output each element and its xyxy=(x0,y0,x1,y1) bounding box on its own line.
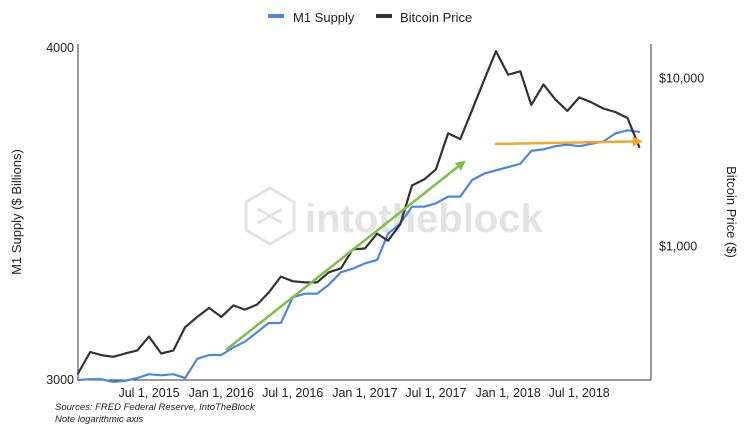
x-tick-label-jul-1-2016: Jul 1, 2016 xyxy=(262,386,323,400)
legend-item-bitcoin-price: Bitcoin Price xyxy=(376,10,472,25)
legend-item-m1-supply: M1 Supply xyxy=(268,10,355,25)
x-tick-label-jul-1-2018: Jul 1, 2018 xyxy=(549,386,610,400)
x-tick-label-jul-1-2017: Jul 1, 2017 xyxy=(405,386,466,400)
trend-arrow-head xyxy=(632,136,643,147)
x-tick-label-jan-1-2016: Jan 1, 2016 xyxy=(189,386,254,400)
sources-note: Sources: FRED Federal Reserve, IntoTheBl… xyxy=(55,402,256,413)
watermark: intotheblock xyxy=(244,186,544,246)
log-axis-note: Note logarithmic axis xyxy=(55,414,143,425)
legend: M1 Supply Bitcoin Price xyxy=(268,10,472,25)
trend-arrow-head xyxy=(454,160,466,171)
x-tick-label-jul-1-2015: Jul 1, 2015 xyxy=(118,386,179,400)
x-tick-label-jan-1-2017: Jan 1, 2017 xyxy=(332,386,397,400)
y-left-axis-label: M1 Supply ($ Billions) xyxy=(9,149,24,275)
watermark-logo-icon xyxy=(244,186,296,246)
trend-arrow-shaft xyxy=(494,140,635,146)
series-line-bitcoin-price xyxy=(76,50,641,375)
y-right-tick-label-1-000: $1,000 xyxy=(659,239,697,253)
y-right-axis-label: Bitcoin Price ($) xyxy=(724,166,739,258)
legend-swatch-m1-supply xyxy=(268,14,284,18)
legend-label-m1-supply: M1 Supply xyxy=(293,10,355,25)
x-tick-label-jan-1-2018: Jan 1, 2018 xyxy=(475,386,540,400)
legend-label-bitcoin-price: Bitcoin Price xyxy=(400,10,472,25)
trend-arrow-1 xyxy=(225,160,466,351)
y-left-tick-bottom: 3000 xyxy=(46,373,74,387)
y-right-tick-label-10-000: $10,000 xyxy=(659,71,704,85)
trend-arrow-2 xyxy=(494,136,643,147)
series-line-m1-supply xyxy=(76,129,641,383)
legend-swatch-bitcoin-price xyxy=(376,14,392,18)
y-left-tick-top: 4000 xyxy=(46,41,74,55)
trend-arrow-shaft xyxy=(225,165,460,351)
watermark-text: intotheblock xyxy=(305,197,544,241)
